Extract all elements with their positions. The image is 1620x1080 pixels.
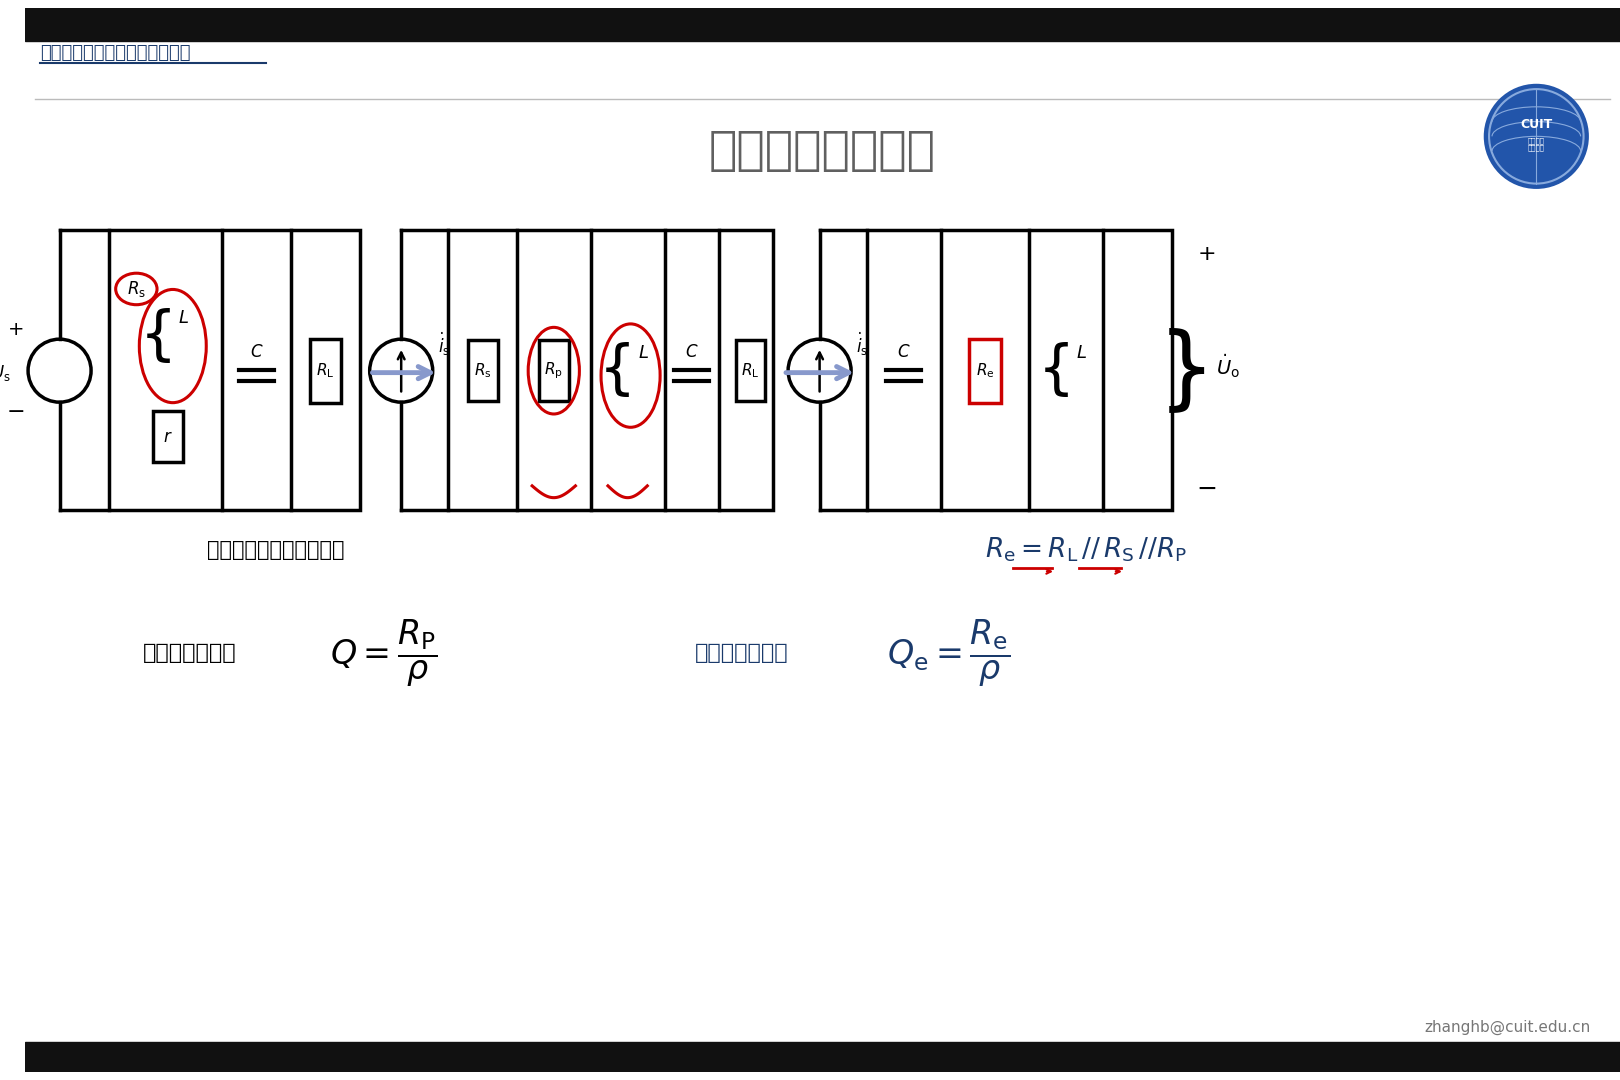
- Bar: [468, 340, 497, 401]
- Text: −: −: [6, 402, 26, 422]
- Text: $C$: $C$: [896, 343, 910, 361]
- Bar: [109, 230, 360, 511]
- Text: $L$: $L$: [638, 343, 650, 362]
- Text: +: +: [8, 320, 24, 339]
- Text: 并联谐振回路的等效变换: 并联谐振回路的等效变换: [207, 540, 345, 559]
- Text: +: +: [1197, 244, 1217, 265]
- Text: 有载品质因数：: 有载品质因数：: [695, 644, 789, 663]
- Circle shape: [1486, 85, 1588, 188]
- Text: CUIT: CUIT: [1520, 118, 1552, 131]
- Text: $C$: $C$: [685, 343, 698, 361]
- Bar: [449, 230, 773, 511]
- Bar: [867, 230, 1171, 511]
- Text: $Q=\dfrac{R_{\rm P}}{\rho}$: $Q=\dfrac{R_{\rm P}}{\rho}$: [330, 618, 437, 689]
- Bar: [309, 339, 342, 403]
- Text: $\dot{U}_{\rm s}$: $\dot{U}_{\rm s}$: [0, 357, 10, 383]
- Text: −: −: [1196, 476, 1217, 501]
- Text: $C$: $C$: [249, 343, 262, 361]
- Text: {: {: [1037, 342, 1074, 400]
- Bar: [154, 411, 183, 462]
- Bar: [539, 340, 569, 401]
- Text: $Q_{\rm e}=\dfrac{R_{\rm e}}{\rho}$: $Q_{\rm e}=\dfrac{R_{\rm e}}{\rho}$: [886, 618, 1009, 689]
- FancyArrowPatch shape: [786, 366, 849, 379]
- Text: $\dot{i}_{\rm s}$: $\dot{i}_{\rm s}$: [437, 330, 450, 357]
- Bar: [26, 1042, 1620, 1071]
- Text: {: {: [599, 342, 637, 400]
- Text: $r$: $r$: [164, 428, 173, 446]
- Text: $R_{\rm s}$: $R_{\rm s}$: [126, 279, 146, 299]
- Text: $R_{\rm e}=R_{\rm L}\,//\,R_{\rm S}\,//R_{\rm P}$: $R_{\rm e}=R_{\rm L}\,//\,R_{\rm S}\,//R…: [985, 536, 1187, 564]
- Text: zhanghb@cuit.edu.cn: zhanghb@cuit.edu.cn: [1424, 1020, 1591, 1035]
- Bar: [26, 9, 1620, 41]
- Text: 空载品质因数：: 空载品质因数：: [143, 644, 237, 663]
- Bar: [969, 339, 1001, 403]
- Text: }: }: [1158, 326, 1215, 415]
- FancyArrowPatch shape: [373, 366, 431, 379]
- Text: {: {: [139, 308, 177, 365]
- Bar: [735, 340, 766, 401]
- Text: $R_{\rm L}$: $R_{\rm L}$: [316, 362, 335, 380]
- Text: $\dot{U}_{\rm o}$: $\dot{U}_{\rm o}$: [1217, 352, 1241, 380]
- Text: 并联谐振回路分析: 并联谐振回路分析: [710, 129, 936, 174]
- Text: 成都信息
工程大学: 成都信息 工程大学: [1528, 137, 1545, 151]
- Text: $R_{\rm p}$: $R_{\rm p}$: [544, 361, 564, 381]
- Text: $L$: $L$: [178, 310, 190, 327]
- Text: $L$: $L$: [1076, 343, 1087, 362]
- Text: $\dot{i}_{\rm s}$: $\dot{i}_{\rm s}$: [855, 330, 868, 357]
- Text: $R_{\rm L}$: $R_{\rm L}$: [742, 362, 760, 380]
- Text: 信号源及负载对谐振回路的影响: 信号源及负载对谐振回路的影响: [40, 43, 191, 62]
- Text: $R_{\rm s}$: $R_{\rm s}$: [475, 362, 492, 380]
- Text: $R_{\rm e}$: $R_{\rm e}$: [975, 362, 995, 380]
